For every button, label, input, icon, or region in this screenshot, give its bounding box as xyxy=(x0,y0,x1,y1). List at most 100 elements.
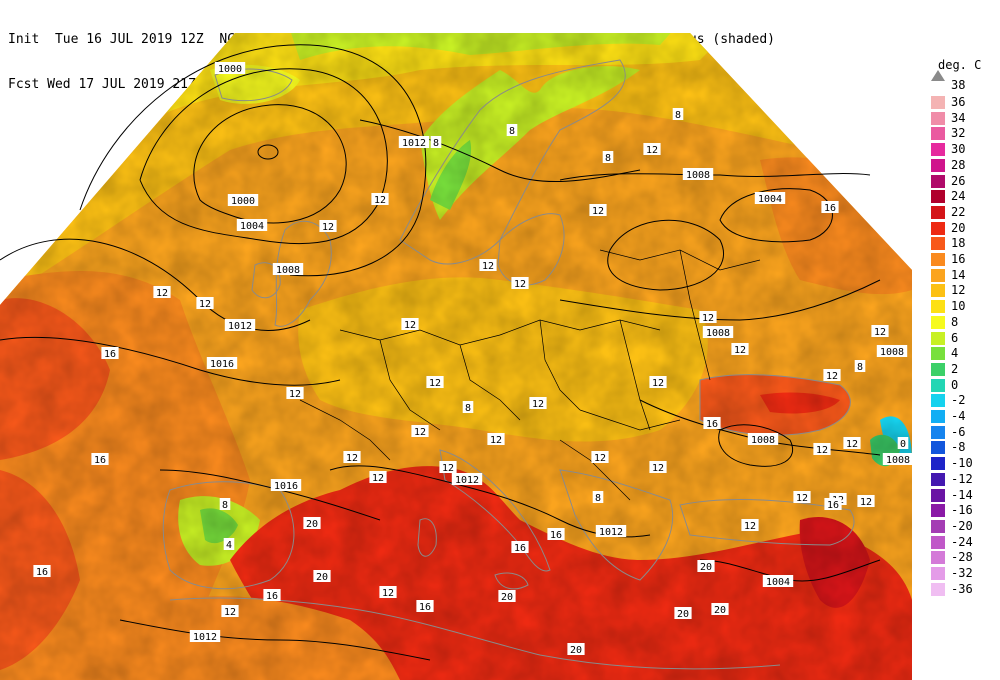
temperature-label: 12 xyxy=(649,376,667,389)
colorbar-level: 18 xyxy=(931,236,991,253)
isobar-label: 1012 xyxy=(451,473,483,486)
colorbar-swatch xyxy=(931,567,945,580)
colorbar-level: 6 xyxy=(931,331,991,348)
colorbar-level: -28 xyxy=(931,550,991,567)
colorbar-level: -24 xyxy=(931,535,991,552)
svg-text:12: 12 xyxy=(404,320,416,331)
svg-text:12: 12 xyxy=(372,473,384,484)
temperature-label: 12 xyxy=(371,193,389,206)
svg-text:12: 12 xyxy=(652,463,664,474)
colorbar-level: -2 xyxy=(931,393,991,410)
colorbar-label: 28 xyxy=(951,157,966,172)
coast-italy xyxy=(439,449,551,572)
svg-text:12: 12 xyxy=(846,439,858,450)
temperature-label: 8 xyxy=(506,124,518,137)
svg-text:12: 12 xyxy=(816,445,828,456)
temperature-label: 16 xyxy=(91,453,109,466)
colorbar-label: 36 xyxy=(951,95,966,109)
temperature-label: 12 xyxy=(479,259,497,272)
temperature-label: 20 xyxy=(303,517,321,530)
colorbar-swatch xyxy=(931,284,945,298)
colorbar-level: 14 xyxy=(931,268,991,285)
coast-scandinavia xyxy=(399,59,626,265)
colorbar-label: 30 xyxy=(951,142,966,157)
svg-text:12: 12 xyxy=(289,389,301,400)
coast-ireland xyxy=(251,262,281,299)
colorbar-level: -14 xyxy=(931,488,991,505)
isobar-label: 1008 xyxy=(272,263,304,276)
colorbar-swatch xyxy=(931,394,945,408)
colorbar-swatch xyxy=(931,378,945,392)
temperature-label: 12 xyxy=(319,220,337,233)
svg-text:1004: 1004 xyxy=(240,221,264,232)
isobar-label: 1012 xyxy=(398,136,430,149)
svg-text:1016: 1016 xyxy=(210,359,234,370)
isobar-label: 1000 xyxy=(214,62,246,75)
colorbar-level: 0 xyxy=(931,378,991,395)
colorbar-swatch xyxy=(931,96,945,109)
colorbar-level: -4 xyxy=(931,409,991,426)
svg-text:12: 12 xyxy=(646,145,658,156)
temperature-label: 20 xyxy=(674,607,692,620)
temperature-label: 16 xyxy=(824,498,842,511)
colorbar-level: -32 xyxy=(931,566,991,583)
coast-turkey xyxy=(679,499,855,546)
svg-text:1012: 1012 xyxy=(455,475,479,486)
colorbar-swatch xyxy=(931,300,945,314)
temperature-label: 8 xyxy=(592,491,604,504)
colorbar-swatch xyxy=(931,221,945,235)
temperature-label: 12 xyxy=(741,519,759,532)
svg-text:0: 0 xyxy=(900,439,906,450)
svg-text:12: 12 xyxy=(414,427,426,438)
colorbar-label: -6 xyxy=(951,424,966,439)
svg-text:16: 16 xyxy=(419,602,431,613)
temperature-label: 12 xyxy=(823,369,841,382)
temperature-label: 16 xyxy=(33,565,51,578)
colorbar-swatch xyxy=(931,457,945,471)
isobar-label: 1012 xyxy=(189,630,221,643)
colorbar-level: 28 xyxy=(931,157,991,175)
border-5 xyxy=(539,319,581,411)
colorbar-label: 18 xyxy=(951,236,966,251)
colorbar-label: -8 xyxy=(951,440,966,455)
svg-text:1012: 1012 xyxy=(599,527,623,538)
colorbar-level: 22 xyxy=(931,205,991,222)
border-1 xyxy=(339,329,501,346)
colorbar-swatch xyxy=(931,127,945,141)
svg-text:12: 12 xyxy=(594,453,606,464)
svg-text:12: 12 xyxy=(874,327,886,338)
colorbar-swatch xyxy=(931,582,945,596)
colorbar-level: 36 xyxy=(931,95,991,112)
svg-text:1012: 1012 xyxy=(193,632,217,643)
colorbar-swatch xyxy=(931,551,945,565)
colorbar-level: 12 xyxy=(931,283,991,300)
temperature-label: 12 xyxy=(286,387,304,400)
svg-text:1012: 1012 xyxy=(228,321,252,332)
isobar-label: 1008 xyxy=(747,433,779,446)
svg-text:12: 12 xyxy=(744,521,756,532)
isobar-1008-south xyxy=(559,279,881,321)
temperature-label: 12 xyxy=(857,495,875,508)
colorbar-swatch xyxy=(931,111,945,125)
colorbar-label: -36 xyxy=(951,581,973,596)
svg-text:8: 8 xyxy=(675,110,681,121)
colorbar-label: -20 xyxy=(951,518,973,533)
svg-text:16: 16 xyxy=(706,419,718,430)
isobar-label: 1000 xyxy=(227,194,259,207)
colorbar-label: 24 xyxy=(951,189,966,204)
isobar-label: 1016 xyxy=(206,357,238,370)
isobar-label: 1012 xyxy=(224,319,256,332)
isobar-label: 1012 xyxy=(595,525,627,538)
isobar-1012-north xyxy=(359,119,641,182)
svg-text:12: 12 xyxy=(429,378,441,389)
coast-black-sea xyxy=(699,374,851,436)
colorbar-swatch xyxy=(931,425,945,439)
temperature-label: 0 xyxy=(897,437,909,450)
temperature-label: 12 xyxy=(843,437,861,450)
temperature-label: 16 xyxy=(101,347,119,360)
svg-text:16: 16 xyxy=(550,530,562,541)
temperature-label: 12 xyxy=(153,286,171,299)
colorbar-level: -36 xyxy=(931,581,991,599)
coast-britain xyxy=(274,220,332,327)
